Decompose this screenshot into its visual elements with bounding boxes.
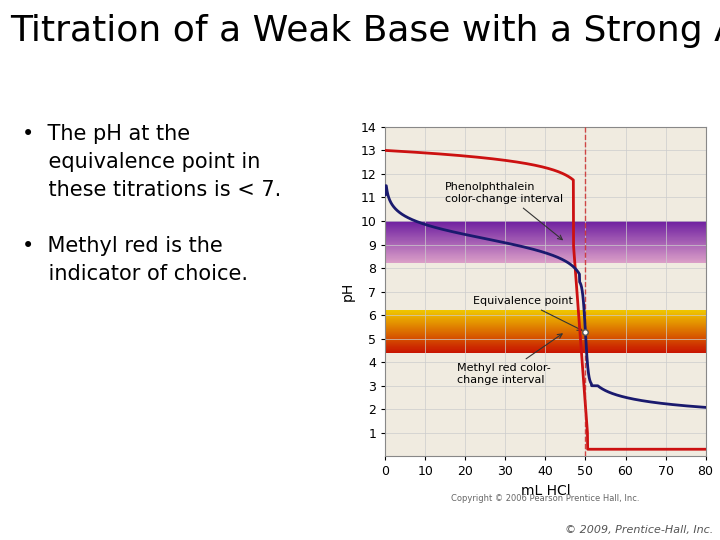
Text: Equivalence point: Equivalence point <box>473 296 582 330</box>
Text: © 2009, Prentice-Hall, Inc.: © 2009, Prentice-Hall, Inc. <box>564 524 713 535</box>
Text: Methyl red color-
change interval: Methyl red color- change interval <box>457 334 562 384</box>
Y-axis label: pH: pH <box>341 282 355 301</box>
Text: Titration of a Weak Base with a Strong Acid: Titration of a Weak Base with a Strong A… <box>10 14 720 48</box>
Text: Phenolphthalein
color-change interval: Phenolphthalein color-change interval <box>445 182 564 240</box>
X-axis label: mL HCl: mL HCl <box>521 484 570 498</box>
Text: Copyright © 2006 Pearson Prentice Hall, Inc.: Copyright © 2006 Pearson Prentice Hall, … <box>451 494 639 503</box>
Text: •  The pH at the
    equivalence point in
    these titrations is < 7.

•  Methy: • The pH at the equivalence point in the… <box>22 124 281 284</box>
